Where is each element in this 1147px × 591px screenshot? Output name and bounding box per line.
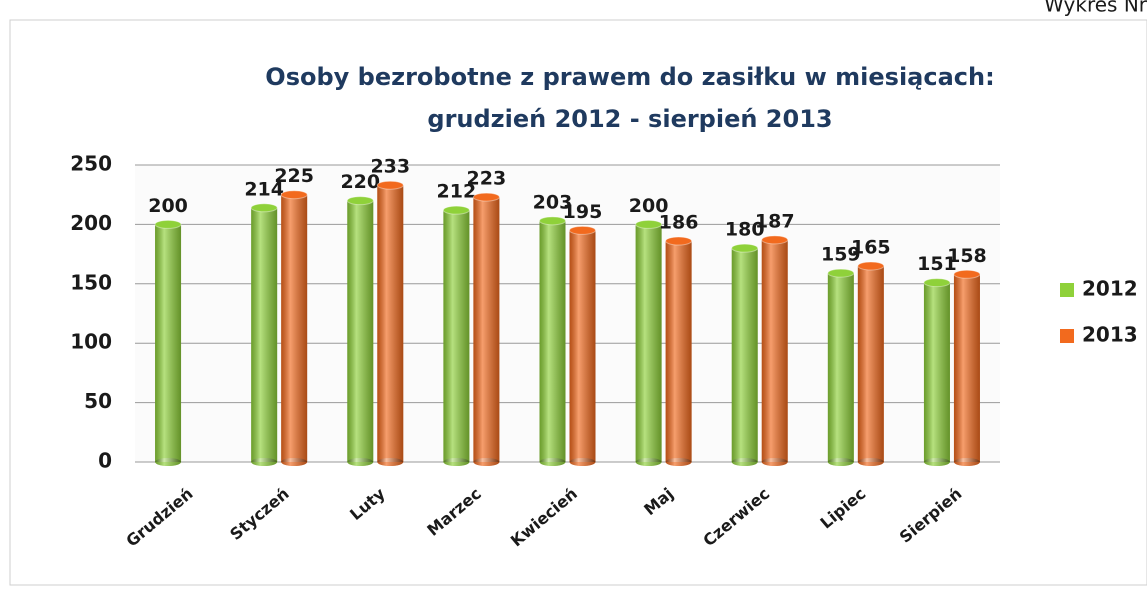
bar-shade-base: [635, 458, 662, 466]
bar-shade: [761, 239, 788, 462]
bar-top: [761, 235, 789, 245]
value-label: 159: [821, 244, 861, 266]
value-label: 225: [274, 165, 314, 187]
x-tick-label: Marzec: [423, 484, 484, 540]
bar-shade-base: [539, 458, 566, 466]
bar-shade-base: [251, 458, 278, 466]
bar-top: [665, 236, 693, 246]
bar-top: [923, 278, 951, 288]
x-tick-label: Maj: [640, 484, 677, 519]
legend-swatch: [1060, 283, 1074, 297]
bar-shade-base: [827, 458, 854, 466]
y-tick-label: 200: [70, 211, 112, 235]
value-label: 214: [244, 178, 284, 200]
x-tick-label: Styczeń: [226, 484, 292, 544]
bar-shade-base: [761, 458, 788, 466]
y-tick-label: 150: [70, 270, 112, 294]
x-tick-label: Grudzień: [122, 484, 196, 551]
y-tick-label: 100: [70, 330, 112, 354]
bar-shade: [155, 224, 182, 462]
bar-top: [635, 219, 663, 229]
bar-shade-base: [347, 458, 374, 466]
bar-shade: [665, 241, 692, 462]
x-tick-label: Sierpień: [896, 484, 966, 547]
value-label: 212: [437, 181, 477, 203]
bar-shade-base: [443, 458, 470, 466]
value-label: 223: [467, 168, 507, 190]
bar-top: [472, 192, 500, 202]
bar-shade: [539, 220, 566, 462]
frame: [9, 19, 1147, 586]
bar-top: [569, 225, 596, 235]
value-label: 165: [851, 236, 891, 258]
bar-shade: [443, 210, 470, 462]
bar-shade: [923, 282, 950, 462]
bar-shade-base: [665, 458, 692, 466]
bar-shade-base: [953, 458, 980, 466]
legend-swatch: [1060, 329, 1074, 343]
value-label: 203: [533, 191, 573, 213]
value-label: 195: [563, 201, 603, 223]
bar-shade: [473, 197, 500, 463]
bar-shade-base: [569, 458, 596, 466]
plot-wall: [135, 165, 1000, 462]
bar-shade: [377, 185, 404, 463]
y-tick-label: 50: [84, 389, 112, 413]
bar-shade-base: [731, 458, 758, 466]
x-tick-label: Luty: [346, 484, 389, 524]
bar-shade-base: [377, 458, 404, 466]
bar-top: [376, 180, 404, 190]
value-label: 187: [755, 210, 795, 232]
bar-top: [857, 261, 885, 271]
value-label: 186: [659, 212, 699, 234]
value-label: 200: [148, 195, 188, 217]
bar-shade: [857, 265, 884, 462]
bar-shade: [827, 273, 854, 462]
bar-shade: [347, 200, 374, 462]
bar-shade: [569, 230, 596, 462]
chart-subtitle: grudzień 2012 - sierpień 2013: [427, 105, 832, 133]
bar-shade-base: [923, 458, 950, 466]
bar-top: [953, 269, 981, 279]
x-tick-label: Lipiec: [817, 484, 870, 533]
bar-shade: [731, 248, 758, 462]
bar-top: [280, 190, 308, 200]
value-label: 200: [629, 195, 669, 217]
bar-shade-base: [857, 458, 884, 466]
value-label: 233: [370, 156, 410, 178]
y-tick-label: 0: [98, 449, 112, 473]
bar-top: [827, 268, 855, 278]
value-label: 220: [340, 171, 380, 193]
x-tick-label: Czerwiec: [699, 484, 773, 550]
bar-shade-base: [281, 458, 308, 466]
bar-top: [250, 203, 278, 213]
bar-top: [154, 219, 182, 229]
value-label: 158: [947, 245, 987, 267]
bar-shade: [251, 207, 278, 462]
bar-top: [731, 243, 759, 253]
page-label: Wykres Nr: [1044, 0, 1147, 17]
legend-label: 2012: [1082, 277, 1138, 301]
chart-title: Osoby bezrobotne z prawem do zasiłku w m…: [265, 63, 994, 91]
bar-shade: [635, 224, 662, 462]
bar-shade: [281, 194, 308, 462]
bar-top: [346, 196, 374, 206]
bar-shade-base: [473, 458, 500, 466]
bar-shade: [953, 274, 980, 462]
bar-top: [539, 216, 566, 226]
x-tick-label: Kwiecień: [507, 484, 581, 550]
bar-top: [442, 205, 470, 215]
bar-shade-base: [155, 458, 182, 466]
value-label: 180: [725, 219, 765, 241]
value-label: 151: [917, 253, 957, 275]
y-tick-label: 250: [70, 152, 112, 176]
legend-label: 2013: [1082, 323, 1138, 347]
